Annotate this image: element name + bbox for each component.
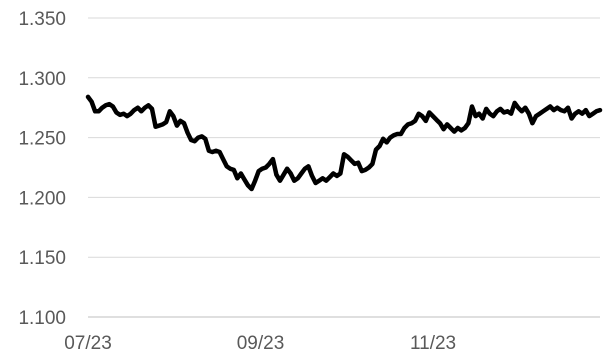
x-axis-tick-labels: 07/23 09/23 11/23	[64, 333, 456, 354]
y-tick-label: 1.350	[18, 9, 66, 30]
gridlines	[88, 17, 600, 318]
y-axis-tick-labels: 1.100 1.150 1.200 1.250 1.300 1.350	[18, 9, 66, 329]
y-tick-label: 1.250	[18, 129, 66, 150]
series-line	[85, 94, 603, 192]
x-tick-label: 09/23	[237, 333, 285, 354]
x-tick-label: 07/23	[64, 333, 112, 354]
y-tick-label: 1.100	[18, 308, 66, 329]
series-layer	[85, 94, 603, 192]
x-tick-label: 11/23	[410, 333, 456, 354]
y-tick-label: 1.150	[18, 248, 66, 269]
y-tick-label: 1.300	[18, 69, 66, 90]
y-tick-label: 1.200	[18, 188, 66, 209]
